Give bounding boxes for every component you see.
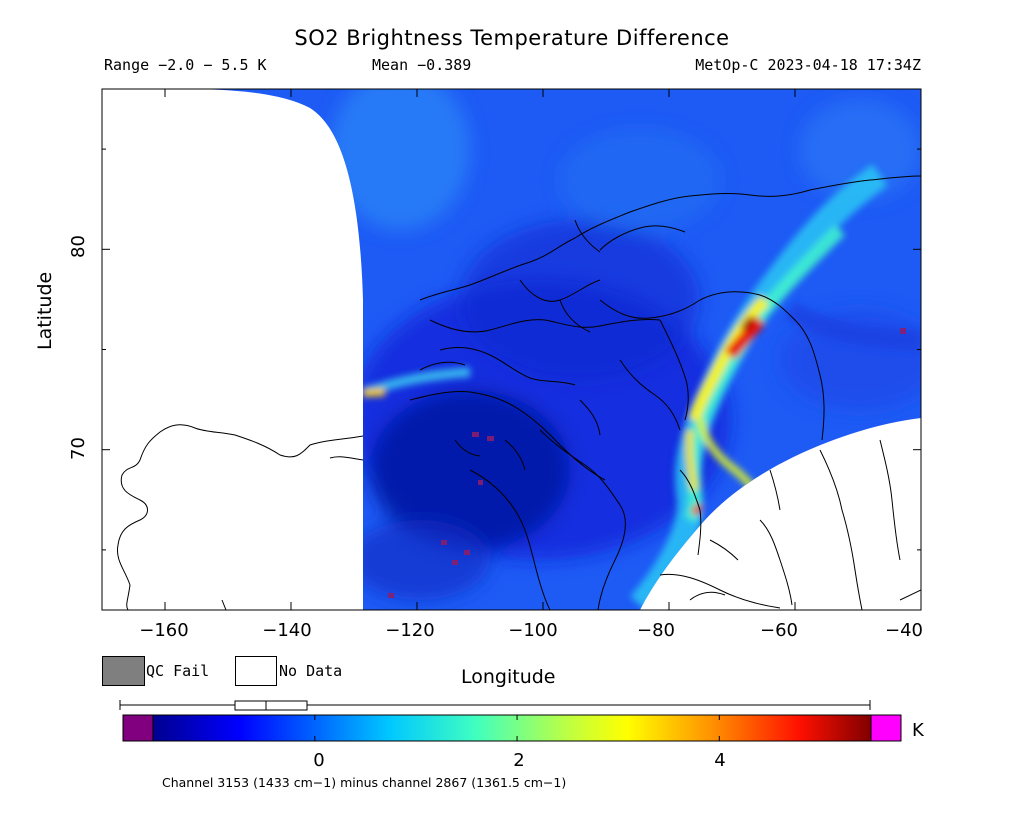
x-tick-label: −120 — [385, 620, 435, 641]
mean-label: Mean −0.389 — [372, 56, 472, 74]
satellite-timestamp: MetOp-C 2023-04-18 17:34Z — [695, 56, 921, 74]
coastlines — [116, 175, 921, 610]
y-tick-marks — [102, 148, 921, 551]
no-data-label: No Data — [279, 662, 343, 680]
x-tick-label: −160 — [139, 620, 189, 641]
data-swath — [178, 89, 921, 610]
qc-fail-label: QC Fail — [146, 662, 210, 680]
y-axis-label: Latitude — [34, 271, 56, 350]
y-tick-label: 80 — [68, 235, 89, 258]
x-tick-label: −60 — [760, 620, 798, 641]
x-tick-marks — [164, 89, 922, 610]
x-tick-label: −100 — [508, 620, 558, 641]
colorbar-tick-label: 0 — [313, 750, 325, 771]
x-tick-label: −80 — [637, 620, 675, 641]
colorbar-unit: K — [912, 720, 924, 741]
colorbar-gradient — [152, 714, 872, 742]
colorbar-tick-marks — [314, 715, 720, 741]
colorbar-tick-label: 2 — [513, 750, 525, 771]
range-label: Range −2.0 − 5.5 K — [104, 56, 267, 74]
qc-fail-swatch — [102, 656, 145, 686]
x-tick-label: −140 — [262, 620, 312, 641]
colorbar-over-swatch — [870, 714, 902, 742]
channel-description: Channel 3153 (1433 cm−1) minus channel 2… — [162, 775, 567, 790]
colorbar-range-indicator — [234, 700, 308, 711]
no-data-swatch — [235, 656, 277, 686]
x-tick-label: −40 — [885, 620, 923, 641]
x-axis-label: Longitude — [461, 666, 556, 688]
colorbar — [119, 700, 902, 742]
colorbar-under-swatch — [122, 714, 154, 742]
y-tick-label: 70 — [68, 437, 89, 460]
plot-title: SO2 Brightness Temperature Difference — [294, 26, 730, 50]
colorbar-tick-label: 4 — [714, 750, 726, 771]
